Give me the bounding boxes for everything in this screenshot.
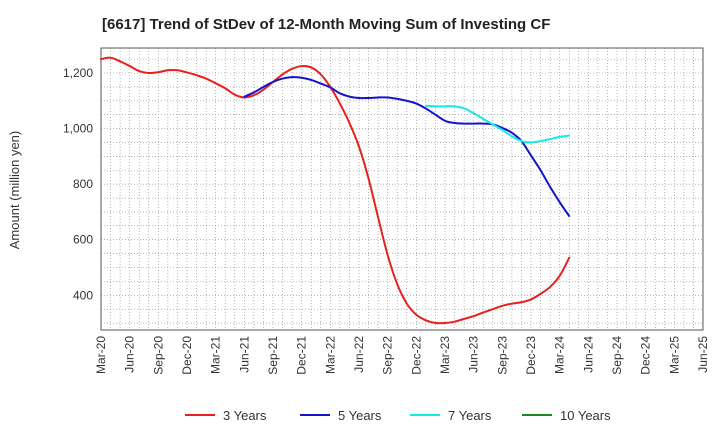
y-tick-label: 1,200 xyxy=(63,66,93,80)
x-tick-label: Dec-21 xyxy=(295,336,309,375)
y-tick-label: 1,000 xyxy=(63,122,93,136)
x-tick-label: Jun-24 xyxy=(581,336,595,373)
x-tick-label: Dec-24 xyxy=(639,336,653,375)
x-tick-label: Jun-21 xyxy=(237,336,251,373)
y-tick-label: 800 xyxy=(73,177,93,191)
x-tick-label: Mar-25 xyxy=(667,336,681,374)
x-tick-label: Sep-20 xyxy=(151,336,165,375)
x-tick-label: Mar-24 xyxy=(553,336,567,374)
plot-background xyxy=(101,48,703,330)
x-tick-label: Jun-23 xyxy=(467,336,481,373)
x-tick-label: Sep-22 xyxy=(381,336,395,375)
chart-title: [6617] Trend of StDev of 12-Month Moving… xyxy=(102,16,550,33)
series-line-3-years xyxy=(100,56,571,325)
plot-frame xyxy=(100,47,704,331)
x-tick-label: Mar-22 xyxy=(323,336,337,374)
legend: 3 Years 5 Years 7 Years 10 Years xyxy=(185,408,611,423)
x-tick-label: Sep-24 xyxy=(610,336,624,375)
x-tick-label: Sep-21 xyxy=(266,336,280,375)
series-line-5-years xyxy=(243,76,571,218)
legend-label: 7 Years xyxy=(448,408,492,423)
x-tick-label: Mar-20 xyxy=(94,336,108,374)
y-tick-label: 600 xyxy=(73,233,93,247)
legend-label: 5 Years xyxy=(338,408,382,423)
x-tick-label: Jun-25 xyxy=(696,336,710,373)
legend-label: 10 Years xyxy=(560,408,611,423)
x-tick-label: Sep-23 xyxy=(495,336,509,375)
x-tick-label: Dec-22 xyxy=(409,336,423,375)
plot-area: 400 600 800 1,000 1,200 Mar-20 Jun-20 Sep-20 Dec… xyxy=(63,47,710,375)
x-tick-label: Jun-22 xyxy=(352,336,366,373)
legend-label: 3 Years xyxy=(223,408,267,423)
x-tick-label: Dec-20 xyxy=(180,336,194,375)
y-axis-label: Amount (million yen) xyxy=(7,131,22,250)
x-tick-label: Mar-23 xyxy=(438,336,452,374)
x-tick-label: Mar-21 xyxy=(209,336,223,374)
x-tick-label: Dec-23 xyxy=(524,336,538,375)
series-line-7-years xyxy=(424,104,571,144)
x-tick-label: Jun-20 xyxy=(123,336,137,373)
y-tick-label: 400 xyxy=(73,288,93,302)
